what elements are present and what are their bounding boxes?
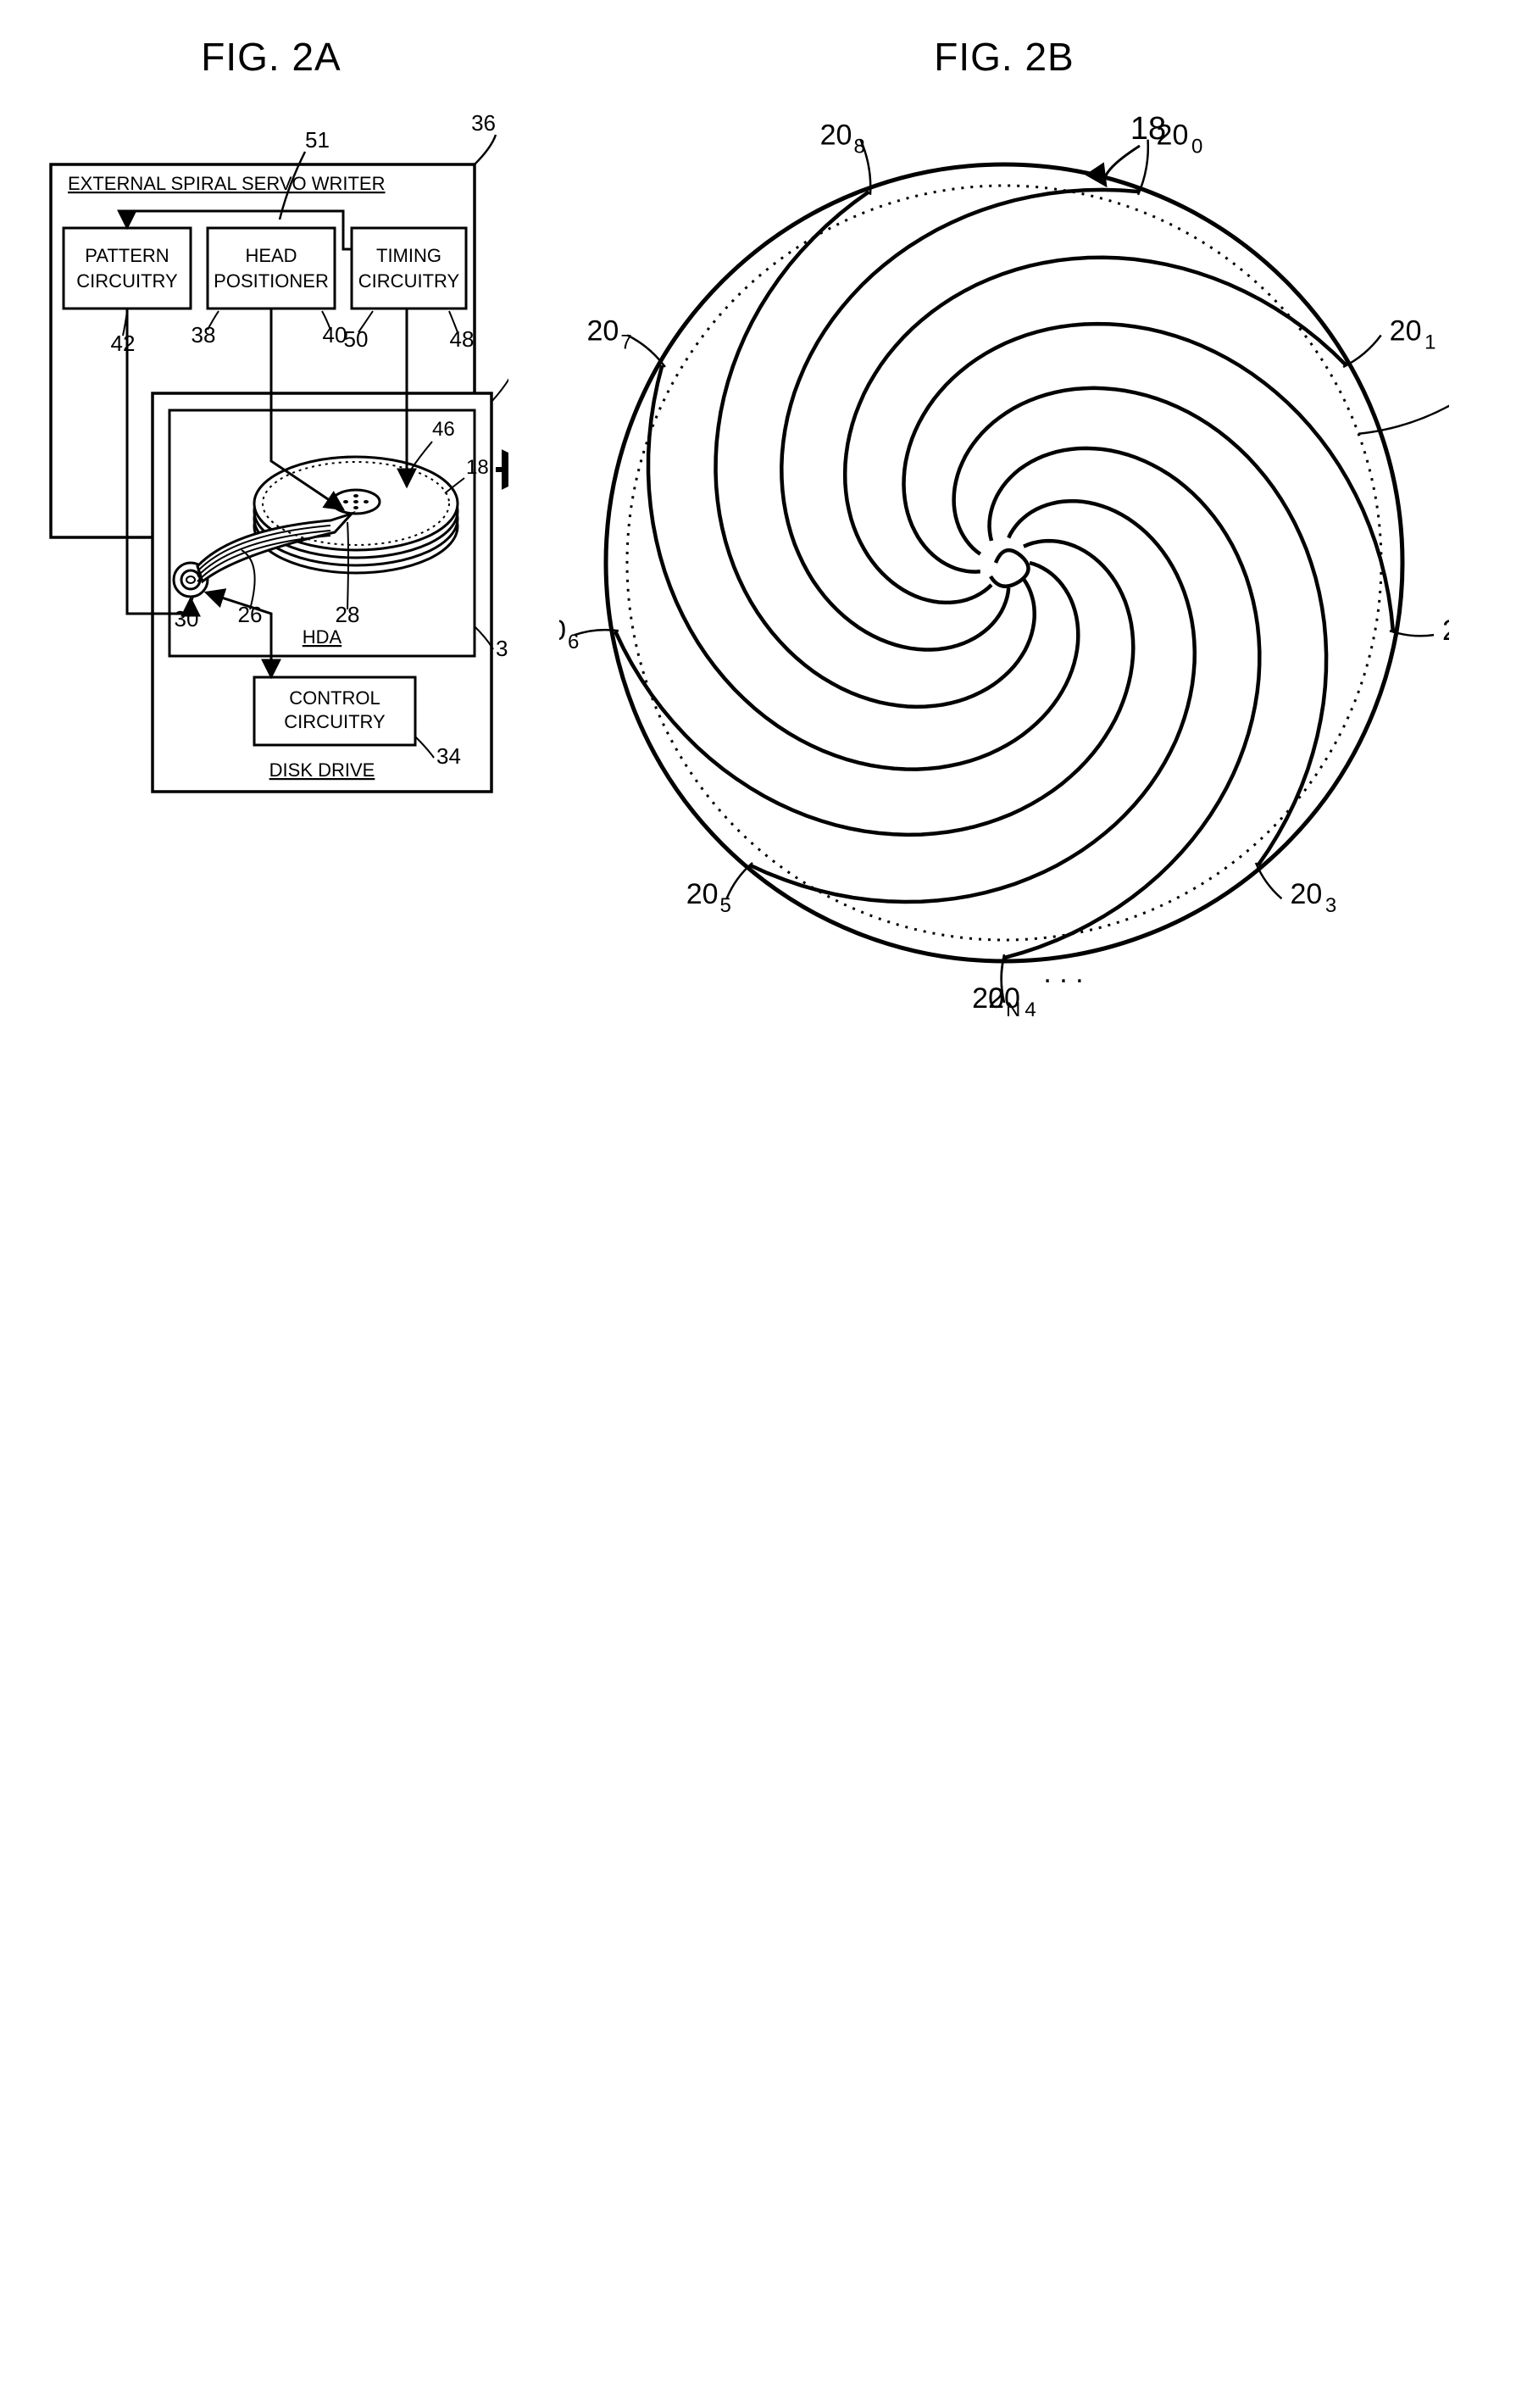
- pattern-circuitry-box: [64, 228, 191, 309]
- disk-outline: [606, 164, 1402, 961]
- svg-text:8: 8: [853, 136, 864, 158]
- disk-drive-label: DISK DRIVE: [269, 759, 375, 781]
- ref-label: 203: [1290, 878, 1336, 917]
- head-positioner-box-l2: POSITIONER: [214, 270, 329, 292]
- leader-36: [475, 135, 496, 164]
- fig-2b-title: FIG. 2B: [934, 34, 1074, 80]
- control-l2: CIRCUITRY: [284, 711, 386, 732]
- svg-text:20: 20: [1442, 615, 1449, 647]
- ref-48: 48: [450, 326, 475, 352]
- svg-text:20: 20: [820, 120, 852, 152]
- svg-text:20: 20: [1290, 878, 1322, 910]
- ref-label: 206: [559, 615, 579, 653]
- timing-circuitry-box-l1: TIMING: [376, 245, 441, 266]
- svg-text:1: 1: [1424, 331, 1435, 354]
- pattern-circuitry-box-l2: CIRCUITRY: [76, 270, 178, 292]
- svg-text:6: 6: [568, 631, 579, 653]
- svg-text:3: 3: [1325, 894, 1336, 917]
- ellipsis: . . .: [1043, 957, 1083, 989]
- leader-line: [1002, 956, 1004, 1003]
- svg-text:5: 5: [720, 894, 731, 917]
- ref-51: 51: [305, 127, 330, 153]
- ref-label: 205: [686, 878, 731, 917]
- ref-label: 200: [1157, 120, 1203, 158]
- svg-text:20: 20: [559, 615, 566, 647]
- fig-2a-title: FIG. 2A: [201, 34, 341, 80]
- head-positioner-box: [208, 228, 335, 309]
- svg-text:20: 20: [1390, 315, 1422, 348]
- fig-2b-column: FIG. 2B 1820020120220320420520620720820N…: [559, 34, 1449, 1037]
- hda-label: HDA: [303, 626, 342, 648]
- ref-label: 208: [820, 120, 865, 158]
- fig-2a-column: FIG. 2A EXTERNAL SPIRAL SERVO WRITER PATT…: [34, 34, 508, 868]
- fig-2b-svg: 1820020120220320420520620720820N. . .44: [559, 105, 1449, 1037]
- ref-18a: 18: [466, 456, 489, 479]
- ref-46: 46: [432, 418, 455, 441]
- ref-30: 30: [175, 606, 199, 631]
- control-l1: CONTROL: [289, 687, 380, 709]
- svg-text:N: N: [1006, 998, 1020, 1021]
- head-positioner-box-l1: HEAD: [245, 245, 297, 266]
- ref-32: 32: [496, 636, 508, 661]
- svg-text:7: 7: [620, 331, 631, 354]
- ref-34: 34: [436, 743, 461, 769]
- timing-circuitry-box-l2: CIRCUITRY: [358, 270, 460, 292]
- fig-2a-svg: EXTERNAL SPIRAL SERVO WRITER PATTERN CIRCU…: [34, 105, 508, 868]
- svg-text:4: 4: [1025, 998, 1036, 1021]
- timing-circuitry-box: [352, 228, 466, 309]
- svg-text:20: 20: [686, 878, 719, 910]
- svg-text:20: 20: [587, 315, 619, 348]
- ref-label: 202: [1442, 615, 1449, 653]
- ref-38: 38: [192, 322, 216, 348]
- svg-text:20: 20: [972, 982, 1004, 1015]
- svg-text:0: 0: [1191, 136, 1202, 158]
- ref-50: 50: [344, 326, 369, 352]
- ref-label: 201: [1390, 315, 1436, 354]
- ref-label: 207: [587, 315, 632, 354]
- svg-text:20: 20: [1157, 120, 1189, 152]
- ref-36: 36: [471, 110, 496, 136]
- external-writer-label: EXTERNAL SPIRAL SERVO WRITER: [68, 173, 386, 194]
- pattern-circuitry-box-l1: PATTERN: [85, 245, 169, 266]
